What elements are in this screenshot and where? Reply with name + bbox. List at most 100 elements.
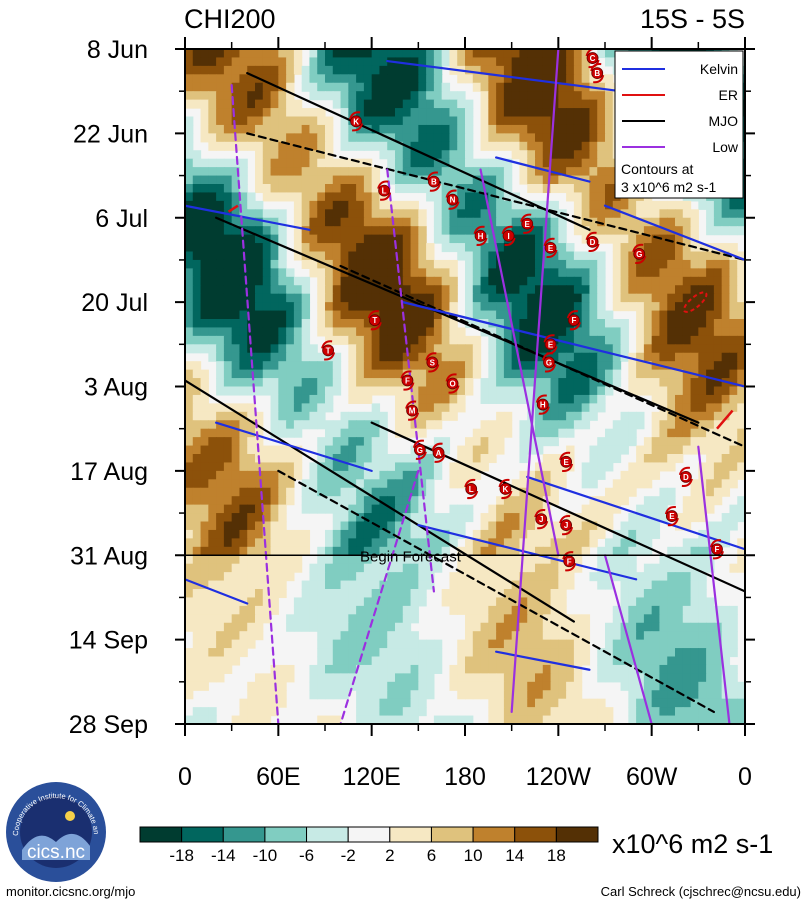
- shade-cell: [262, 378, 272, 388]
- shade-cell: [301, 184, 311, 194]
- shade-cell: [597, 335, 606, 345]
- shade-cell: [605, 124, 614, 134]
- shade-cell: [651, 411, 661, 421]
- shade-cell: [402, 487, 412, 497]
- shade-cell: [636, 605, 645, 615]
- shade-cell: [371, 673, 381, 683]
- shade-cell: [418, 639, 427, 649]
- shade-cell: [278, 681, 287, 691]
- shade-cell: [612, 437, 622, 447]
- shade-cell: [340, 572, 349, 582]
- shade-cell: [317, 614, 326, 624]
- shade-cell: [457, 521, 466, 531]
- shade-cell: [503, 175, 513, 185]
- shade-cell: [519, 496, 528, 506]
- shade-cell: [675, 217, 684, 227]
- shade-cell: [262, 251, 272, 261]
- shade-cell: [535, 529, 544, 539]
- shade-cell: [426, 293, 435, 303]
- shade-cell: [643, 690, 653, 700]
- shade-cell: [480, 521, 489, 531]
- shade-cell: [480, 124, 489, 134]
- shade-cell: [200, 310, 209, 320]
- shade-cell: [566, 268, 575, 278]
- shade-cell: [231, 361, 241, 371]
- shade-cell: [581, 546, 591, 556]
- shade-cell: [706, 664, 715, 674]
- shade-cell: [527, 361, 536, 371]
- shade-cell: [620, 420, 629, 430]
- shade-cell: [550, 310, 559, 320]
- shade-cell: [402, 664, 412, 674]
- shade-cell: [371, 65, 381, 75]
- shade-cell: [713, 276, 723, 286]
- shade-cell: [465, 319, 474, 329]
- shade-cell: [402, 698, 412, 708]
- shade-cell: [457, 150, 466, 160]
- shade-cell: [402, 428, 412, 438]
- shade-cell: [643, 344, 653, 354]
- shade-cell: [550, 133, 559, 143]
- shade-cell: [270, 361, 279, 371]
- shade-cell: [636, 302, 645, 312]
- shade-cell: [356, 369, 365, 379]
- shade-cell: [488, 217, 497, 227]
- shade-cell: [192, 605, 202, 615]
- shade-cell: [605, 184, 614, 194]
- shade-cell: [379, 698, 388, 708]
- shade-cell: [675, 276, 684, 286]
- shade-cell: [278, 276, 287, 286]
- shade-cell: [332, 513, 342, 523]
- shade-cell: [558, 563, 567, 573]
- shade-cell: [325, 504, 334, 514]
- shade-cell: [612, 234, 622, 244]
- shade-cell: [589, 394, 598, 404]
- shade-cell: [690, 386, 699, 396]
- shade-cell: [690, 538, 699, 548]
- shade-cell: [659, 513, 668, 523]
- shade-cell: [465, 639, 474, 649]
- shade-cell: [410, 217, 419, 227]
- shade-cell: [566, 49, 575, 59]
- shade-cell: [387, 99, 396, 109]
- shade-cell: [597, 91, 606, 101]
- shade-cell: [325, 487, 334, 497]
- shade-cell: [589, 91, 598, 101]
- shade-cell: [325, 243, 334, 253]
- shade-cell: [363, 529, 373, 539]
- shade-cell: [208, 344, 217, 354]
- shade-cell: [208, 707, 217, 717]
- shade-cell: [612, 664, 622, 674]
- shade-cell: [465, 65, 474, 75]
- shade-cell: [480, 664, 489, 674]
- shade-cell: [348, 319, 357, 329]
- shade-cell: [558, 479, 567, 489]
- shade-cell: [449, 597, 458, 607]
- shade-cell: [566, 285, 575, 295]
- shade-cell: [675, 335, 684, 345]
- shade-cell: [332, 428, 342, 438]
- shade-cell: [589, 538, 598, 548]
- shade-cell: [309, 378, 318, 388]
- shade-cell: [542, 504, 552, 514]
- shade-cell: [418, 664, 427, 674]
- shade-cell: [185, 65, 194, 75]
- shade-cell: [558, 319, 567, 329]
- shade-cell: [363, 116, 373, 126]
- shade-cell: [527, 65, 536, 75]
- shade-cell: [223, 614, 233, 624]
- shade-cell: [278, 108, 287, 118]
- shade-cell: [550, 352, 559, 362]
- shade-cell: [231, 310, 241, 320]
- shade-cell: [231, 285, 241, 295]
- shade-cell: [426, 133, 435, 143]
- shade-cell: [605, 715, 614, 724]
- shade-cell: [535, 639, 544, 649]
- shade-cell: [573, 91, 583, 101]
- shade-cell: [511, 394, 521, 404]
- shade-cell: [262, 369, 272, 379]
- shade-cell: [651, 437, 661, 447]
- shade-cell: [200, 462, 209, 472]
- shade-cell: [729, 217, 738, 227]
- shade-cell: [527, 614, 536, 624]
